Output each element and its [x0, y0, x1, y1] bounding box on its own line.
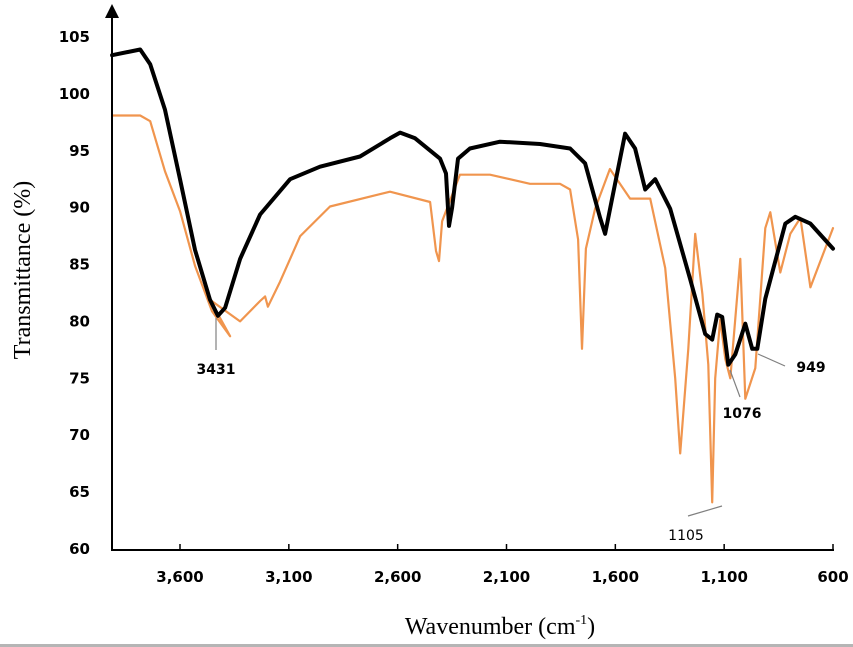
leader-1076	[729, 369, 741, 398]
y-tick-label: 80	[69, 312, 90, 330]
series-line-black	[110, 47, 835, 367]
x-tick-label: 3,100	[265, 568, 312, 586]
x-tick-label: 2,100	[483, 568, 530, 586]
y-tick-label: 100	[59, 85, 90, 103]
annotation-949: 949	[796, 360, 825, 376]
x-tick-label: 1,100	[700, 568, 747, 586]
x-axis-ticks: 3,600 3,100 2,600 2,100 1,600 1,100 600	[156, 544, 849, 586]
leader-949	[757, 353, 786, 367]
y-axis-ticks: 60 65 70 75 80 85 90 95 100 105	[59, 28, 90, 558]
y-tick-label: 105	[59, 28, 90, 46]
annotation-3431: 3431	[197, 362, 236, 378]
y-tick-label: 70	[69, 426, 90, 444]
annotation-1076: 1076	[723, 406, 762, 422]
x-axis-title: Wavenumber (cm-1)	[405, 613, 595, 640]
x-tick-label: 2,600	[374, 568, 421, 586]
x-tick-label: 600	[817, 568, 848, 586]
y-tick-label: 65	[69, 483, 90, 501]
y-axis-title: Transmittance (%)	[10, 181, 36, 359]
y-axis-arrow-icon	[105, 4, 119, 18]
bottom-border	[0, 644, 853, 647]
x-tick-label: 3,600	[156, 568, 203, 586]
series-line-orange	[110, 114, 835, 504]
x-tick-label: 1,600	[592, 568, 639, 586]
plot-series	[110, 47, 835, 504]
annotation-1105: 1105	[668, 528, 704, 544]
y-tick-label: 95	[69, 142, 90, 160]
y-tick-label: 85	[69, 256, 90, 274]
y-tick-label: 90	[69, 199, 90, 217]
y-tick-label: 75	[69, 369, 90, 387]
y-tick-label: 60	[69, 540, 90, 558]
annotation-leaders	[215, 318, 786, 517]
leader-1105	[687, 505, 723, 517]
